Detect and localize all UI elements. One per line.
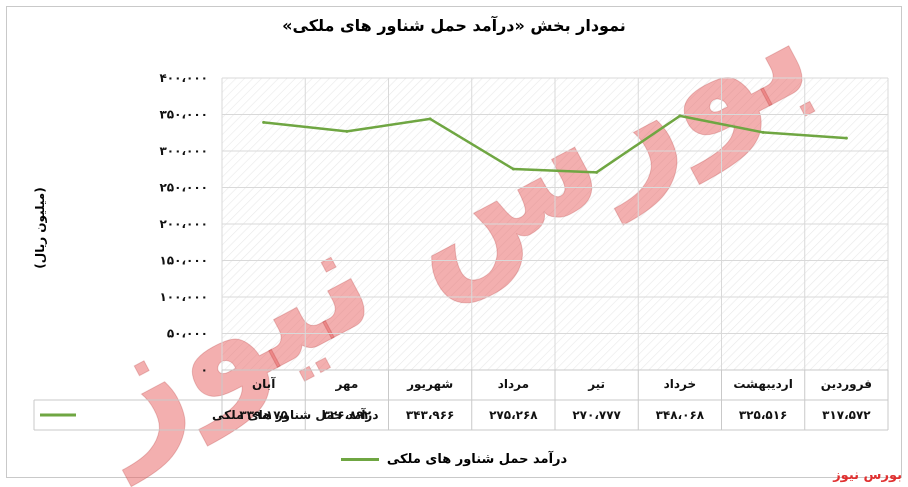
data-table-value: ۳۱۷،۵۷۲ <box>822 408 871 422</box>
y-axis-ticks: ۰ ۵۰،۰۰۰ ۱۰۰،۰۰۰ ۱۵۰،۰۰۰ ۲۰۰،۰۰۰ ۲۵۰،۰۰۰ ۳۰۰،۰… <box>159 71 208 377</box>
y-tick-label: ۲۰۰،۰۰۰ <box>159 217 208 231</box>
y-tick-label: ۳۰۰،۰۰۰ <box>159 144 208 158</box>
x-tick-label: شهریور <box>406 377 453 392</box>
x-tick-label: تیر <box>587 377 605 391</box>
y-tick-label: ۱۵۰،۰۰۰ <box>159 254 208 268</box>
x-tick-label: مهر <box>334 377 358 391</box>
data-point <box>511 167 515 171</box>
series-line <box>263 114 847 174</box>
data-table: فروردین اردیبهشت خرداد تیر مرداد شهریور مهر آبا… <box>33 369 889 431</box>
gridlines <box>221 77 889 371</box>
legend-label: درآمد حمل شناور های ملکی <box>386 452 568 467</box>
y-tick-label: ۱۰۰،۰۰۰ <box>159 290 208 304</box>
data-point <box>428 117 432 121</box>
data-table-value: ۳۲۵،۵۱۶ <box>739 408 788 422</box>
legend-swatch <box>340 458 379 461</box>
table-series-label: درآمد حمل شناور های ملکی <box>212 407 379 423</box>
x-tick-label: مرداد <box>498 377 529 391</box>
x-tick-label: فروردین <box>821 377 872 392</box>
data-table-value: ۲۷۵،۲۶۸ <box>489 408 538 422</box>
data-point <box>678 114 682 118</box>
data-point <box>262 120 266 124</box>
source-label: بورس نیوز <box>833 468 902 483</box>
data-table-value: ۳۳۹،۱۷۵ <box>239 408 288 422</box>
data-table-value: ۳۴۳،۹۶۶ <box>406 408 455 422</box>
chart-title: نمودار بخش «درآمد حمل شناور های ملکی» <box>282 16 626 35</box>
data-point <box>761 130 765 134</box>
y-tick-label: ۵۰،۰۰۰ <box>167 327 208 341</box>
data-point <box>595 170 599 174</box>
x-tick-label: خرداد <box>664 377 697 391</box>
data-point <box>844 136 848 140</box>
legend: درآمد حمل شناور های ملکی <box>0 452 908 467</box>
data-table-value: ۲۷۰،۷۷۷ <box>572 408 621 422</box>
data-table-value: ۳۴۸،۰۶۸ <box>656 408 705 422</box>
y-tick-label: ۴۰۰،۰۰۰ <box>159 71 208 85</box>
y-tick-label: ۲۵۰،۰۰۰ <box>159 181 208 195</box>
y-tick-label: ۳۵۰،۰۰۰ <box>159 108 208 122</box>
y-tick-label: ۰ <box>201 363 208 377</box>
data-point <box>345 129 349 133</box>
x-tick-label: آبان <box>252 376 276 391</box>
x-tick-label: اردیبهشت <box>733 377 792 391</box>
series-group <box>262 114 848 174</box>
data-table-value: ۳۲۶،۸۹۲ <box>323 408 372 422</box>
